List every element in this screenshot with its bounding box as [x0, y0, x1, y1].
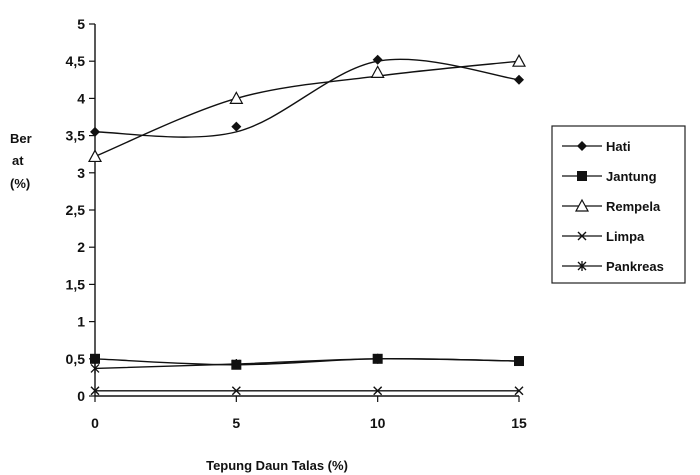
legend-label-rempela: Rempela — [606, 199, 661, 214]
data-point-pankreas — [373, 353, 383, 364]
x-tick-label: 0 — [91, 415, 99, 431]
series-line-pankreas — [94, 358, 520, 370]
data-point-limpa — [373, 386, 383, 396]
y-tick-label: 2 — [77, 239, 85, 255]
legend-marker-jantung — [577, 171, 587, 181]
y-tick-label: 2,5 — [66, 202, 86, 218]
legend-item-pankreas: Pankreas — [562, 259, 664, 274]
axes — [89, 23, 520, 402]
x-tick-label: 10 — [370, 415, 386, 431]
legend-item-limpa: Limpa — [562, 229, 645, 244]
data-point-rempela — [229, 91, 244, 105]
y-tick-label: 1,5 — [66, 276, 86, 292]
data-point-hati — [231, 121, 242, 132]
data-point-pankreas — [90, 363, 100, 374]
y-tick-label: 3 — [77, 165, 85, 181]
legend-label-hati: Hati — [606, 139, 631, 154]
y-tick-label: 0,5 — [66, 351, 86, 367]
data-point-hati — [514, 74, 524, 85]
data-point-limpa — [514, 386, 524, 396]
y-tick-label: 0 — [77, 388, 85, 404]
x-axis-title: Tepung Daun Talas (%) — [206, 458, 348, 473]
legend-marker-limpa — [577, 231, 587, 241]
data-point-hati — [372, 54, 383, 65]
legend-marker-hati — [577, 141, 587, 151]
tick-labels: 0 0,5 1 1,5 2 2,5 3 3,5 4 4,5 5 0 5 10 15 — [66, 16, 527, 431]
legend-marker-pankreas — [577, 261, 587, 271]
data-point-pankreas — [231, 359, 241, 370]
data-point-rempela — [87, 149, 103, 163]
y-axis-title-line-3: (%) — [10, 176, 30, 191]
y-tick-label: 3,5 — [66, 128, 86, 144]
y-axis-title: Ber at (%) — [10, 131, 32, 191]
legend-item-rempela: Rempela — [562, 198, 661, 214]
legend-marker-rempela — [574, 198, 590, 212]
legend-item-jantung: Jantung — [562, 169, 657, 184]
data-point-pankreas — [514, 356, 524, 367]
y-tick-label: 4,5 — [66, 53, 86, 69]
data-point-rempela — [370, 65, 385, 78]
y-tick-label: 1 — [77, 314, 85, 330]
series-line-hati — [94, 58, 520, 138]
series-jantung — [90, 353, 524, 370]
legend-label-pankreas: Pankreas — [606, 259, 664, 274]
series-limpa — [90, 386, 524, 396]
legend-item-hati: Hati — [562, 139, 631, 154]
x-tick-label: 15 — [511, 415, 527, 431]
series-rempela — [87, 53, 527, 163]
y-axis-title-line-2: at — [12, 153, 24, 168]
legend-box — [551, 125, 686, 284]
legend: Hati Jantung Rempela Limpa Pankreas — [551, 125, 686, 284]
data-point-rempela — [511, 53, 527, 67]
series-line-rempela — [94, 60, 520, 158]
series-layer — [87, 53, 527, 396]
data-point-jantung — [90, 353, 100, 364]
y-tick-label: 5 — [77, 16, 85, 32]
x-tick-label: 5 — [232, 415, 240, 431]
data-point-hati — [90, 126, 100, 137]
legend-label-jantung: Jantung — [606, 169, 657, 184]
series-pankreas — [90, 353, 524, 374]
legend-label-limpa: Limpa — [606, 229, 645, 244]
y-tick-label: 4 — [77, 90, 85, 106]
data-point-limpa — [231, 386, 241, 396]
data-point-limpa — [90, 386, 100, 396]
y-axis-title-line-1: Ber — [10, 131, 32, 146]
